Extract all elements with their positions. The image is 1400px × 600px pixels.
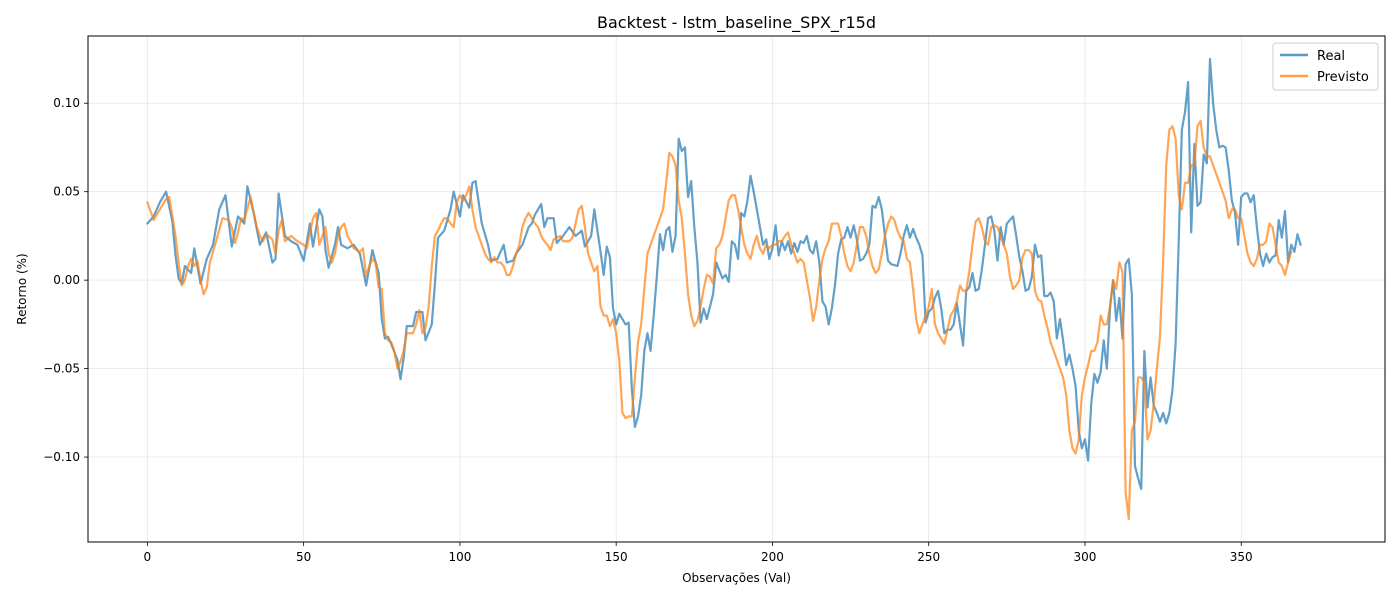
axes-frame [87, 35, 1386, 543]
legend-label-real: Real [1317, 49, 1345, 64]
x-tick-label: 100 [448, 550, 471, 564]
series-line-real [146, 57, 1302, 491]
y-tick-label: 0.00 [53, 273, 80, 287]
y-axis-label: Retorno (%) [15, 253, 29, 324]
x-tick-label: 50 [296, 550, 311, 564]
grid [88, 36, 1385, 542]
series-line-previsto [146, 119, 1293, 521]
legend-label-previsto: Previsto [1317, 70, 1369, 85]
ticks: 0 50 100 150 200 250 300 350 −0.10 −0.05 0.00 0.05 0… [43, 96, 1252, 564]
y-tick-label: −0.05 [43, 362, 80, 376]
y-tick-label: −0.10 [43, 450, 80, 464]
x-tick-label: 250 [917, 550, 940, 564]
plot-area [146, 57, 1302, 521]
y-tick-label: 0.05 [53, 185, 80, 199]
chart-title: Backtest - lstm_baseline_SPX_r15d [597, 13, 876, 33]
legend: Real Previsto [1272, 42, 1379, 91]
x-axis-label: Observações (Val) [682, 571, 791, 585]
y-tick-label: 0.10 [53, 96, 80, 110]
x-tick-label: 200 [761, 550, 784, 564]
x-tick-label: 150 [605, 550, 628, 564]
x-tick-label: 300 [1074, 550, 1097, 564]
x-tick-label: 350 [1230, 550, 1253, 564]
x-tick-label: 0 [144, 550, 152, 564]
